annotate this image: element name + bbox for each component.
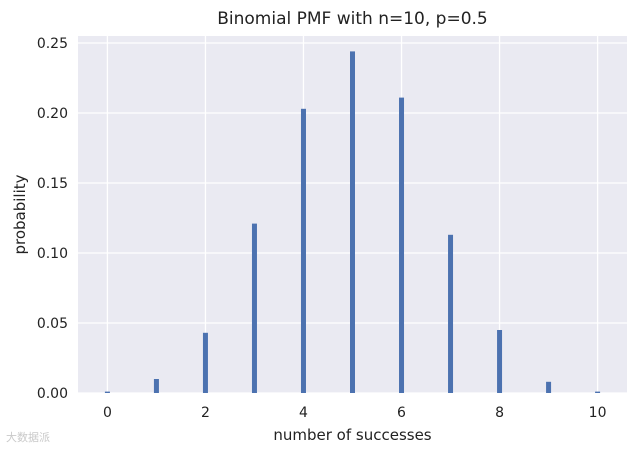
x-tick-label: 6 (397, 405, 406, 421)
chart-title: Binomial PMF with n=10, p=0.5 (217, 9, 488, 29)
bar-9 (546, 381, 552, 393)
y-tick-label: 0.10 (37, 246, 68, 262)
y-tick-label: 0.15 (37, 176, 68, 192)
y-tick-label: 0.20 (37, 106, 68, 122)
y-tick-label: 0.00 (37, 386, 68, 402)
x-tick-label: 2 (201, 405, 210, 421)
x-tick-label: 8 (495, 405, 504, 421)
bar-3 (251, 223, 257, 393)
y-tick-label: 0.25 (37, 36, 68, 52)
bar-2 (202, 332, 208, 393)
ticks: 0.00 0.05 0.10 0.15 0.20 0.25 0 2 4 6 8 10 (37, 36, 607, 421)
x-tick-label: 10 (589, 405, 607, 421)
bar-10 (595, 391, 601, 393)
bar-0 (104, 391, 110, 393)
bar-4 (300, 108, 306, 394)
y-tick-label: 0.05 (37, 316, 68, 332)
x-axis-label: number of successes (273, 426, 431, 444)
bar-5 (350, 51, 355, 394)
x-tick-label: 4 (299, 405, 308, 421)
x-tick-label: 0 (103, 405, 112, 421)
bar-1 (153, 379, 159, 393)
y-axis-label: probability (11, 174, 29, 254)
bar-7 (448, 234, 454, 393)
bar-6 (399, 97, 405, 393)
watermark: 大数据派 (6, 431, 50, 444)
bar-8 (497, 330, 503, 393)
bars (104, 51, 601, 394)
